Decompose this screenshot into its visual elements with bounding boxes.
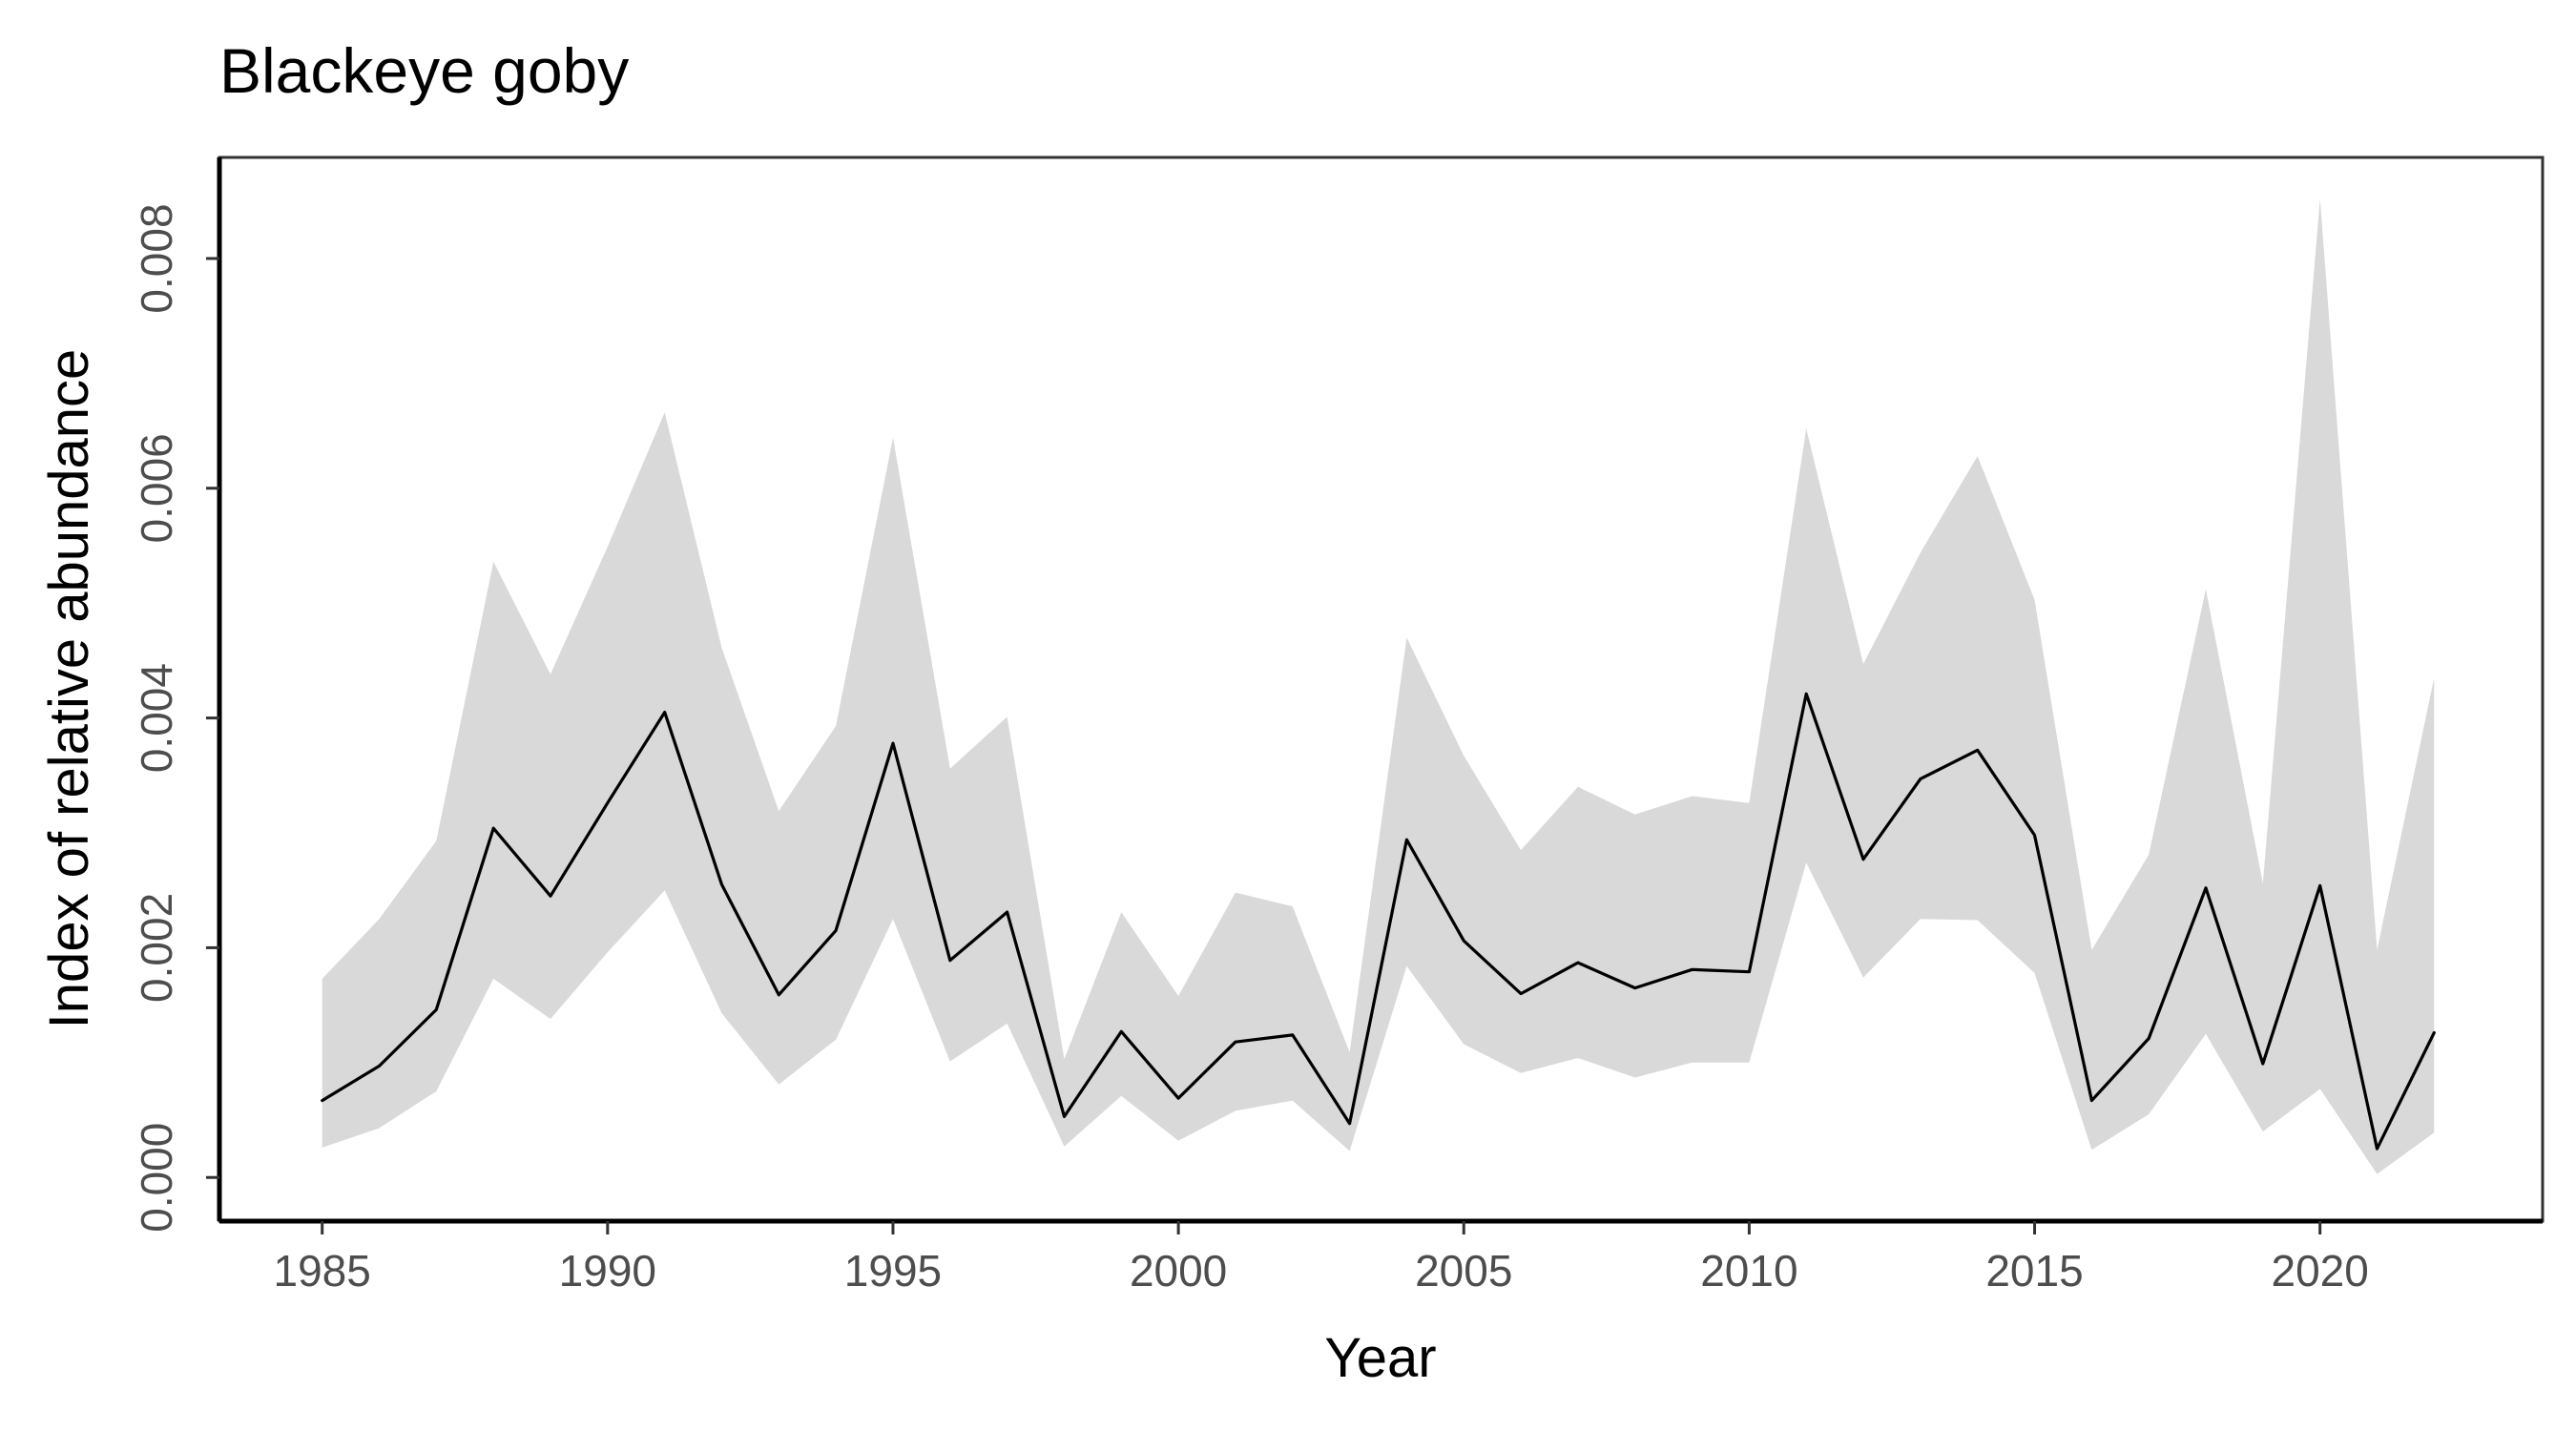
chart-title: Blackeye goby xyxy=(219,35,629,106)
confidence-band-layer xyxy=(322,198,2435,1174)
x-tick-label: 2000 xyxy=(1130,1246,1227,1296)
y-tick-label: 0.008 xyxy=(132,203,181,313)
y-axis-title: Index of relative abundance xyxy=(38,349,100,1029)
series-line-layer xyxy=(321,692,2436,1151)
y-tick-label: 0.002 xyxy=(132,893,181,1003)
x-axis-ticks: 1985 1990 1995 2000 2005 2010 2015 2020 xyxy=(274,1221,2369,1296)
x-tick-label: 2020 xyxy=(2271,1246,2368,1296)
x-tick-label: 2010 xyxy=(1700,1246,1797,1296)
x-tick-label: 1995 xyxy=(844,1246,942,1296)
x-tick-label: 1990 xyxy=(559,1246,656,1296)
plot-area xyxy=(217,156,2545,1224)
y-tick-label: 0.000 xyxy=(132,1123,181,1233)
x-tick-label: 2005 xyxy=(1415,1246,1512,1296)
series-line-estimate xyxy=(321,692,2436,1151)
x-tick-label: 2015 xyxy=(1985,1246,2083,1296)
x-tick-label: 1985 xyxy=(274,1246,371,1296)
y-axis-ticks: 0.000 0.002 0.004 0.006 0.008 xyxy=(132,203,219,1233)
y-tick-label: 0.006 xyxy=(132,433,181,543)
y-tick-label: 0.004 xyxy=(132,663,181,773)
confidence-band xyxy=(322,198,2435,1174)
x-axis-title: Year xyxy=(1324,1327,1436,1389)
